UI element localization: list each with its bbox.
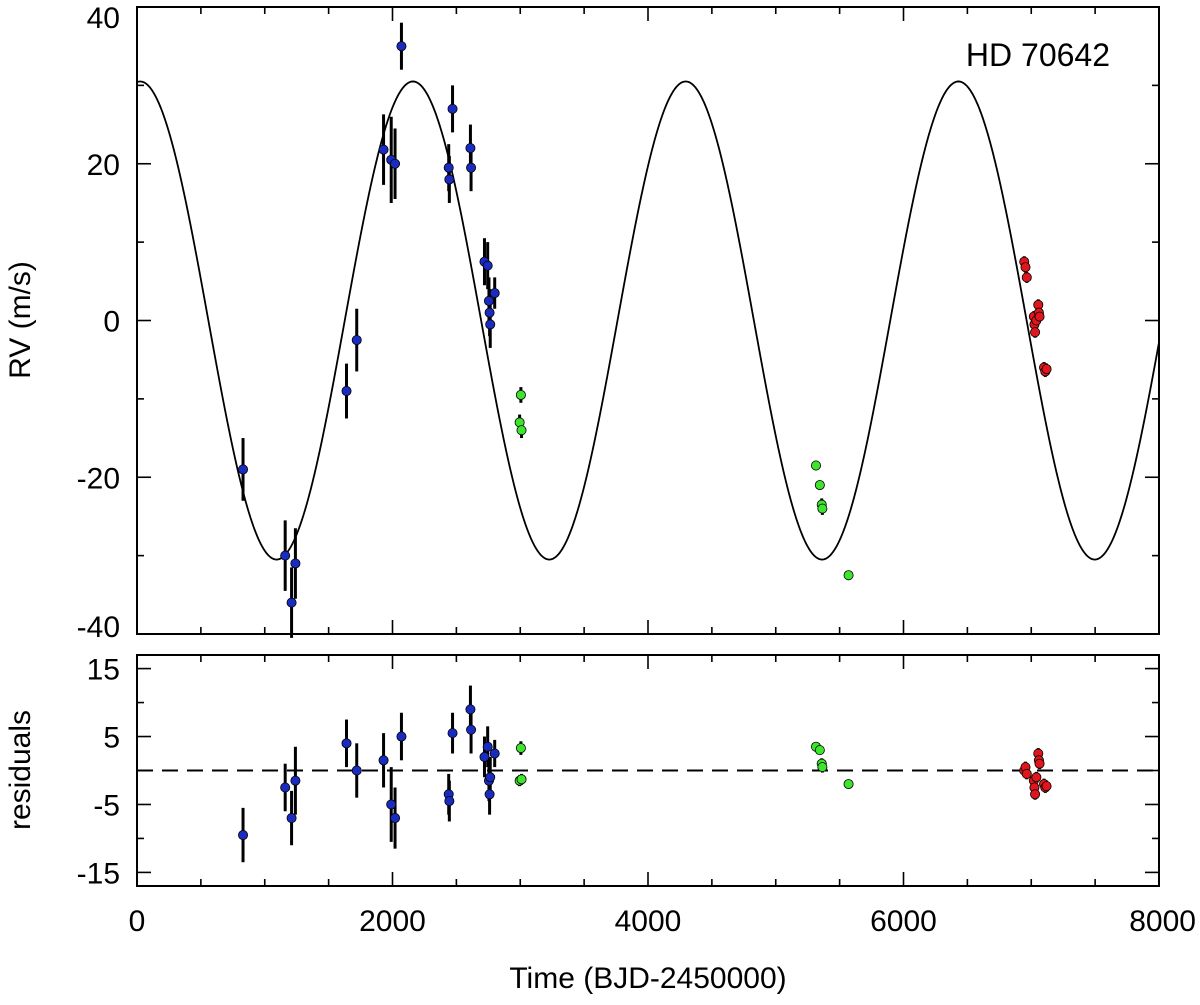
residual-blue-point-12 [447, 728, 458, 739]
residual-blue-point-6 [378, 755, 389, 766]
residual-blue-point-5 [351, 765, 362, 776]
residuals-errorbars [241, 685, 1049, 863]
residual-blue-point-9 [396, 731, 407, 742]
residual-blue-point-2 [286, 813, 297, 824]
rv-blue-point-17 [483, 295, 494, 306]
residuals-y-tick-label-15: 15 [87, 654, 120, 687]
rv-green-point-7 [843, 570, 854, 581]
rv-blue-point-16 [482, 260, 493, 271]
keplerian-model-curve [136, 80, 1160, 561]
rv-blue-point-11 [444, 174, 455, 185]
residual-green-point-4 [814, 745, 825, 756]
residual-blue-point-8 [390, 813, 401, 824]
x-axis-title: Time (BJD-2450000) [509, 962, 786, 995]
residuals-data-points [238, 704, 1052, 841]
residual-green-point-2 [516, 774, 527, 785]
residual-red-point-5 [1030, 789, 1041, 800]
residual-blue-point-13 [465, 704, 476, 715]
rv-blue-point-6 [378, 144, 389, 155]
rv-green-point-3 [810, 460, 821, 471]
rv-blue-point-14 [466, 162, 477, 173]
x-tick-label-0: 0 [129, 905, 146, 938]
rv-green-point-2 [516, 425, 527, 436]
residual-red-point-2 [1021, 768, 1032, 779]
residual-blue-point-4 [341, 738, 352, 749]
residual-blue-point-19 [485, 772, 496, 783]
rv-y-tick-label-40: 40 [87, 2, 120, 35]
rv-blue-point-10 [443, 162, 454, 173]
rv-blue-point-9 [396, 41, 407, 52]
rv-errorbars [241, 22, 1049, 638]
residual-blue-point-3 [290, 775, 301, 786]
rv-red-point-12 [1041, 364, 1052, 375]
residuals-panel: -15 -5 5 15 0 2000 4000 6000 8000 residuals Tim… [4, 654, 1196, 995]
rv-y-tick-label--20: -20 [77, 462, 120, 495]
residuals-y-tick-labels: -15 -5 5 15 [77, 654, 120, 891]
rv-plot-frame [136, 6, 1160, 635]
rv-green-point-0 [515, 389, 526, 400]
residual-green-point-6 [817, 762, 828, 773]
x-tick-label-2000: 2000 [359, 905, 426, 938]
x-tick-labels: 0 2000 4000 6000 8000 [129, 905, 1196, 938]
rv-blue-point-12 [447, 103, 458, 114]
rv-y-tick-label--40: -40 [77, 611, 120, 644]
rv-blue-point-3 [290, 558, 301, 569]
residual-blue-point-0 [238, 830, 249, 841]
residuals-y-axis-title: residuals [4, 710, 37, 830]
residual-blue-point-15 [479, 751, 490, 762]
residuals-y-tick-label--5: -5 [93, 789, 120, 822]
residual-blue-point-20 [489, 748, 500, 759]
rv-blue-point-1 [280, 550, 291, 561]
residual-red-point-12 [1041, 781, 1052, 792]
residual-blue-point-16 [482, 741, 493, 752]
rv-blue-point-5 [351, 335, 362, 346]
rv-axis-ticks [136, 6, 1160, 635]
residual-blue-point-7 [386, 799, 397, 810]
rv-red-point-1 [1020, 262, 1031, 273]
residuals-y-tick-label--15: -15 [77, 857, 120, 890]
rv-y-tick-labels: -40 -20 0 20 40 [77, 2, 120, 644]
residual-blue-point-18 [484, 789, 495, 800]
rv-blue-point-13 [465, 143, 476, 154]
rv-model-layer [136, 80, 1160, 561]
rv-blue-point-20 [489, 288, 500, 299]
residual-blue-point-11 [444, 796, 455, 807]
rv-blue-point-2 [286, 597, 297, 608]
rv-green-point-4 [814, 480, 825, 491]
rv-y-axis-title: RV (m/s) [4, 261, 37, 379]
rv-blue-point-0 [238, 464, 249, 475]
rv-green-point-6 [817, 503, 828, 514]
residual-blue-point-14 [466, 724, 477, 735]
x-tick-label-6000: 6000 [870, 905, 937, 938]
rv-red-point-9 [1034, 311, 1045, 322]
rv-red-point-2 [1021, 272, 1032, 283]
residual-blue-point-1 [280, 782, 291, 793]
residuals-y-tick-label-5: 5 [103, 722, 120, 755]
x-tick-label-8000: 8000 [1129, 905, 1196, 938]
star-name-label: HD 70642 [966, 37, 1110, 73]
rv-blue-point-8 [390, 158, 401, 169]
residual-green-point-7 [843, 779, 854, 790]
rv-data-points [238, 41, 1052, 608]
rv-y-tick-label-20: 20 [87, 149, 120, 182]
residual-red-point-9 [1034, 758, 1045, 769]
rv-blue-point-18 [484, 307, 495, 318]
residual-red-point-6 [1031, 772, 1042, 783]
residual-green-point-0 [515, 743, 526, 754]
rv-panel: -40 -20 0 20 40 RV (m/s) HD 70642 [4, 2, 1160, 644]
residuals-axis-ticks [136, 655, 1160, 886]
rv-blue-point-19 [485, 319, 496, 330]
rv-red-point-5 [1030, 327, 1041, 338]
x-tick-label-4000: 4000 [615, 905, 682, 938]
rv-blue-point-4 [341, 386, 352, 397]
rv-y-tick-label-0: 0 [103, 306, 120, 339]
